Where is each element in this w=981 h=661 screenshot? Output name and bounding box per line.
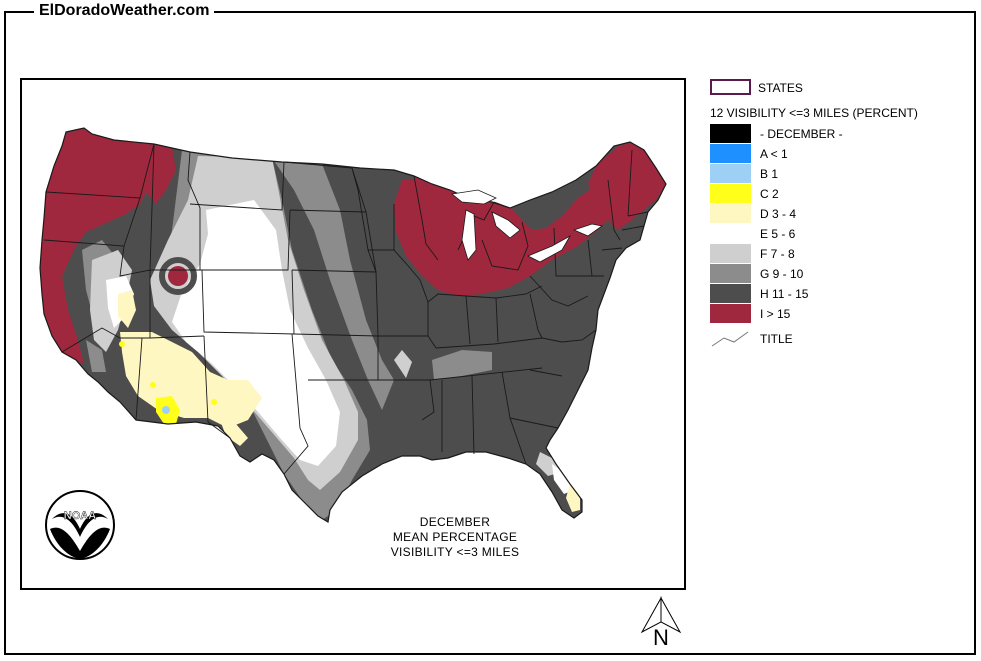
- map-panel: [20, 78, 686, 590]
- states-label: STATES: [758, 81, 803, 95]
- legend-item[interactable]: B 1: [710, 164, 950, 184]
- legend-item-label: F 7 - 8: [760, 247, 795, 261]
- map-frame: [4, 11, 976, 655]
- legend-item[interactable]: G 9 - 10: [710, 264, 950, 284]
- legend-item[interactable]: A < 1: [710, 144, 950, 164]
- legend-title-entry[interactable]: TITLE: [710, 328, 951, 350]
- north-letter: N: [653, 625, 669, 650]
- legend-swatch: [710, 124, 751, 143]
- legend-heading: 12 VISIBILITY <=3 MILES (PERCENT): [710, 106, 918, 120]
- legend-swatch: [710, 164, 751, 183]
- legend-item[interactable]: E 5 - 6: [710, 224, 950, 244]
- legend-item-label: H 11 - 15: [760, 287, 809, 301]
- legend-item-label: E 5 - 6: [760, 227, 796, 241]
- north-arrow: N: [636, 594, 686, 656]
- legend-swatch: [710, 184, 751, 203]
- us-map: [39, 127, 667, 523]
- legend-item[interactable]: C 2: [710, 184, 950, 204]
- legend-swatch: [710, 284, 751, 303]
- visibility-regions: [40, 128, 666, 522]
- legend-item[interactable]: D 3 - 4: [710, 204, 950, 224]
- legend-swatch: [710, 304, 751, 323]
- legend-item[interactable]: H 11 - 15: [710, 284, 950, 304]
- noaa-logo-text: NOAA: [64, 510, 96, 522]
- legend-item[interactable]: I > 15: [710, 304, 950, 324]
- legend-item[interactable]: - DECEMBER -: [710, 124, 950, 144]
- legend-swatch: [710, 144, 751, 163]
- title-line-icon: [711, 331, 749, 347]
- state-boundaries: [39, 127, 667, 523]
- legend-swatch: [710, 224, 751, 243]
- legend-swatch: [710, 264, 751, 283]
- caption-line: VISIBILITY <=3 MILES: [390, 545, 520, 559]
- legend-swatch: [710, 244, 751, 263]
- legend-item-label: D 3 - 4: [760, 207, 797, 221]
- noaa-logo: NOAA: [45, 490, 115, 560]
- states-swatch: [710, 79, 751, 95]
- caption-line: MEAN PERCENTAGE: [392, 530, 518, 544]
- legend-item-label: I > 15: [760, 307, 791, 321]
- legend-swatch: [710, 204, 751, 223]
- legend-item-label: - DECEMBER -: [760, 127, 843, 141]
- north-arrow-icon: [640, 596, 682, 634]
- site-title[interactable]: ElDoradoWeather.com: [34, 2, 215, 20]
- legend-item-label: A < 1: [760, 147, 788, 161]
- legend-item-label: C 2: [760, 187, 779, 201]
- title-label: TITLE: [760, 332, 793, 346]
- map-caption: DECEMBER MEAN PERCENTAGE VISIBILITY <=3 …: [384, 515, 526, 560]
- legend-item[interactable]: F 7 - 8: [710, 244, 950, 264]
- caption-line: DECEMBER: [419, 515, 491, 529]
- legend-item-label: G 9 - 10: [760, 267, 804, 281]
- great-lakes: [451, 189, 603, 263]
- legend-item-label: B 1: [760, 167, 779, 181]
